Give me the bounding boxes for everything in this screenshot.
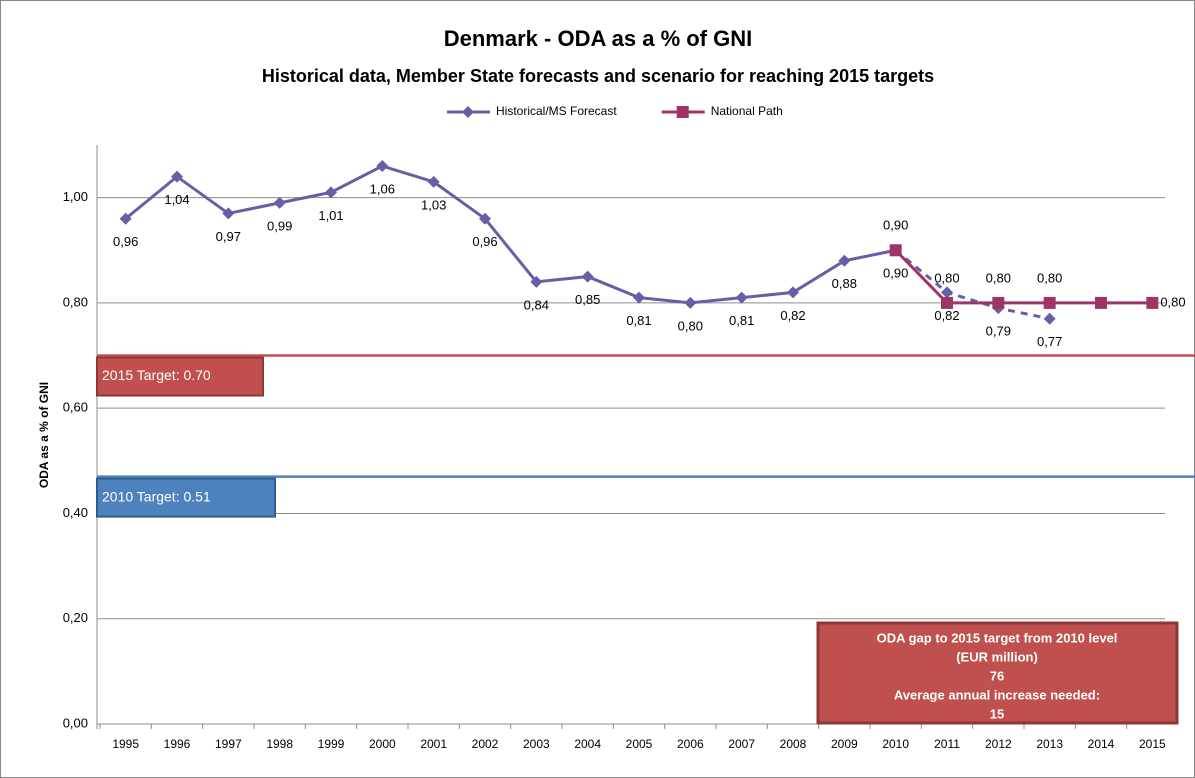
info-box-text: (EUR million): [956, 649, 1038, 664]
data-label: 0,80: [934, 270, 959, 285]
data-label: 0,84: [524, 297, 549, 312]
point: [992, 296, 1005, 309]
data-label: 0,85: [575, 292, 600, 307]
data-label: 0,82: [934, 308, 959, 323]
x-tick-label: 2001: [420, 737, 447, 751]
point: [171, 170, 183, 183]
point: [941, 286, 953, 299]
point: [222, 207, 235, 220]
info-box-bg: [816, 621, 1179, 725]
data-label: 0,80: [678, 318, 703, 333]
x-tick-label: 2007: [728, 737, 755, 751]
x-tick-label: 2006: [677, 737, 704, 751]
x-tick-label: 2000: [369, 737, 396, 751]
x-tick-label: 2010: [882, 737, 909, 751]
data-label: 0,96: [472, 234, 497, 249]
info-box-text: Average annual increase needed:: [894, 687, 1100, 702]
chart-subtitle: Historical data, Member State forecasts …: [262, 66, 934, 86]
data-label: 0,81: [626, 313, 651, 328]
data-label: 0,97: [216, 229, 241, 244]
y-tick-label: 0,60: [63, 400, 88, 415]
x-tick-label: 2008: [780, 737, 807, 751]
data-label: 0,81: [729, 313, 754, 328]
point: [787, 286, 799, 299]
chart-title: Denmark - ODA as a % of GNI: [444, 26, 752, 51]
data-label: 1,06: [370, 181, 395, 196]
point: [838, 254, 851, 267]
series-line: [894, 249, 1153, 305]
legend-label: National Path: [711, 104, 783, 118]
point: [889, 244, 902, 257]
y-tick-label: 0,40: [63, 505, 88, 520]
point: [325, 186, 337, 199]
legend-marker: [676, 106, 689, 118]
data-label: 1,01: [318, 208, 343, 223]
series-line: [124, 164, 896, 305]
x-tick-label: 1997: [215, 737, 242, 751]
data-label: 0,82: [780, 308, 805, 323]
info-box-text: 76: [990, 668, 1004, 683]
data-label: 0,77: [1037, 334, 1062, 349]
point: [735, 291, 748, 304]
x-tick-label: 2011: [934, 737, 960, 751]
y-tick-label: 0,00: [63, 715, 88, 730]
point: [684, 296, 697, 309]
x-tick-label: 2009: [831, 737, 858, 751]
data-label: 0,79: [986, 324, 1011, 339]
point: [1146, 296, 1159, 309]
y-tick-label: 1,00: [63, 189, 88, 204]
x-tick-label: 2004: [574, 737, 601, 751]
point: [1043, 296, 1056, 309]
x-tick-label: 2005: [626, 737, 653, 751]
x-tick-label: 1995: [112, 737, 139, 751]
data-label: 0,90: [883, 218, 908, 233]
info-box-text: ODA gap to 2015 target from 2010 level: [877, 630, 1118, 645]
legend-marker: [462, 106, 474, 118]
target-label: 2010 Target: 0.51: [102, 488, 211, 504]
x-tick-label: 2013: [1036, 737, 1063, 751]
point: [376, 160, 389, 173]
point: [119, 212, 132, 225]
x-tick-label: 2003: [523, 737, 550, 751]
data-label: 0,88: [832, 276, 857, 291]
data-label: 0,90: [883, 266, 908, 281]
point: [1043, 312, 1056, 325]
point: [427, 175, 440, 188]
x-tick-label: 2012: [985, 737, 1012, 751]
x-tick-label: 2002: [472, 737, 499, 751]
data-label: 1,03: [421, 197, 446, 212]
point: [530, 275, 543, 288]
target-box: [96, 356, 264, 397]
point: [479, 212, 491, 225]
data-label: 0,99: [267, 218, 292, 233]
point: [1095, 296, 1107, 309]
y-tick-label: 0,20: [63, 610, 88, 625]
data-label: 0,96: [113, 234, 138, 249]
data-label: 0,80: [986, 270, 1011, 285]
series-line: [894, 249, 1050, 321]
y-tick-label: 0,80: [63, 294, 88, 309]
data-label: 1,04: [164, 192, 189, 207]
point: [941, 296, 953, 309]
data-label: 0,80: [1037, 270, 1062, 285]
x-tick-label: 2015: [1139, 737, 1166, 751]
target-box: [96, 477, 276, 518]
x-tick-label: 2014: [1088, 737, 1115, 751]
point: [581, 270, 594, 283]
target-label: 2015 Target: 0.70: [102, 367, 211, 383]
x-tick-label: 1999: [318, 737, 345, 751]
y-axis-title: ODA as a % of GNI: [37, 382, 51, 488]
legend-label: Historical/MS Forecast: [496, 104, 617, 118]
point: [633, 291, 645, 304]
x-tick-label: 1998: [266, 737, 293, 751]
x-tick-label: 1996: [164, 737, 191, 751]
info-box-text: 15: [990, 706, 1004, 721]
point: [273, 196, 286, 209]
data-label: 0,80: [1160, 294, 1185, 309]
